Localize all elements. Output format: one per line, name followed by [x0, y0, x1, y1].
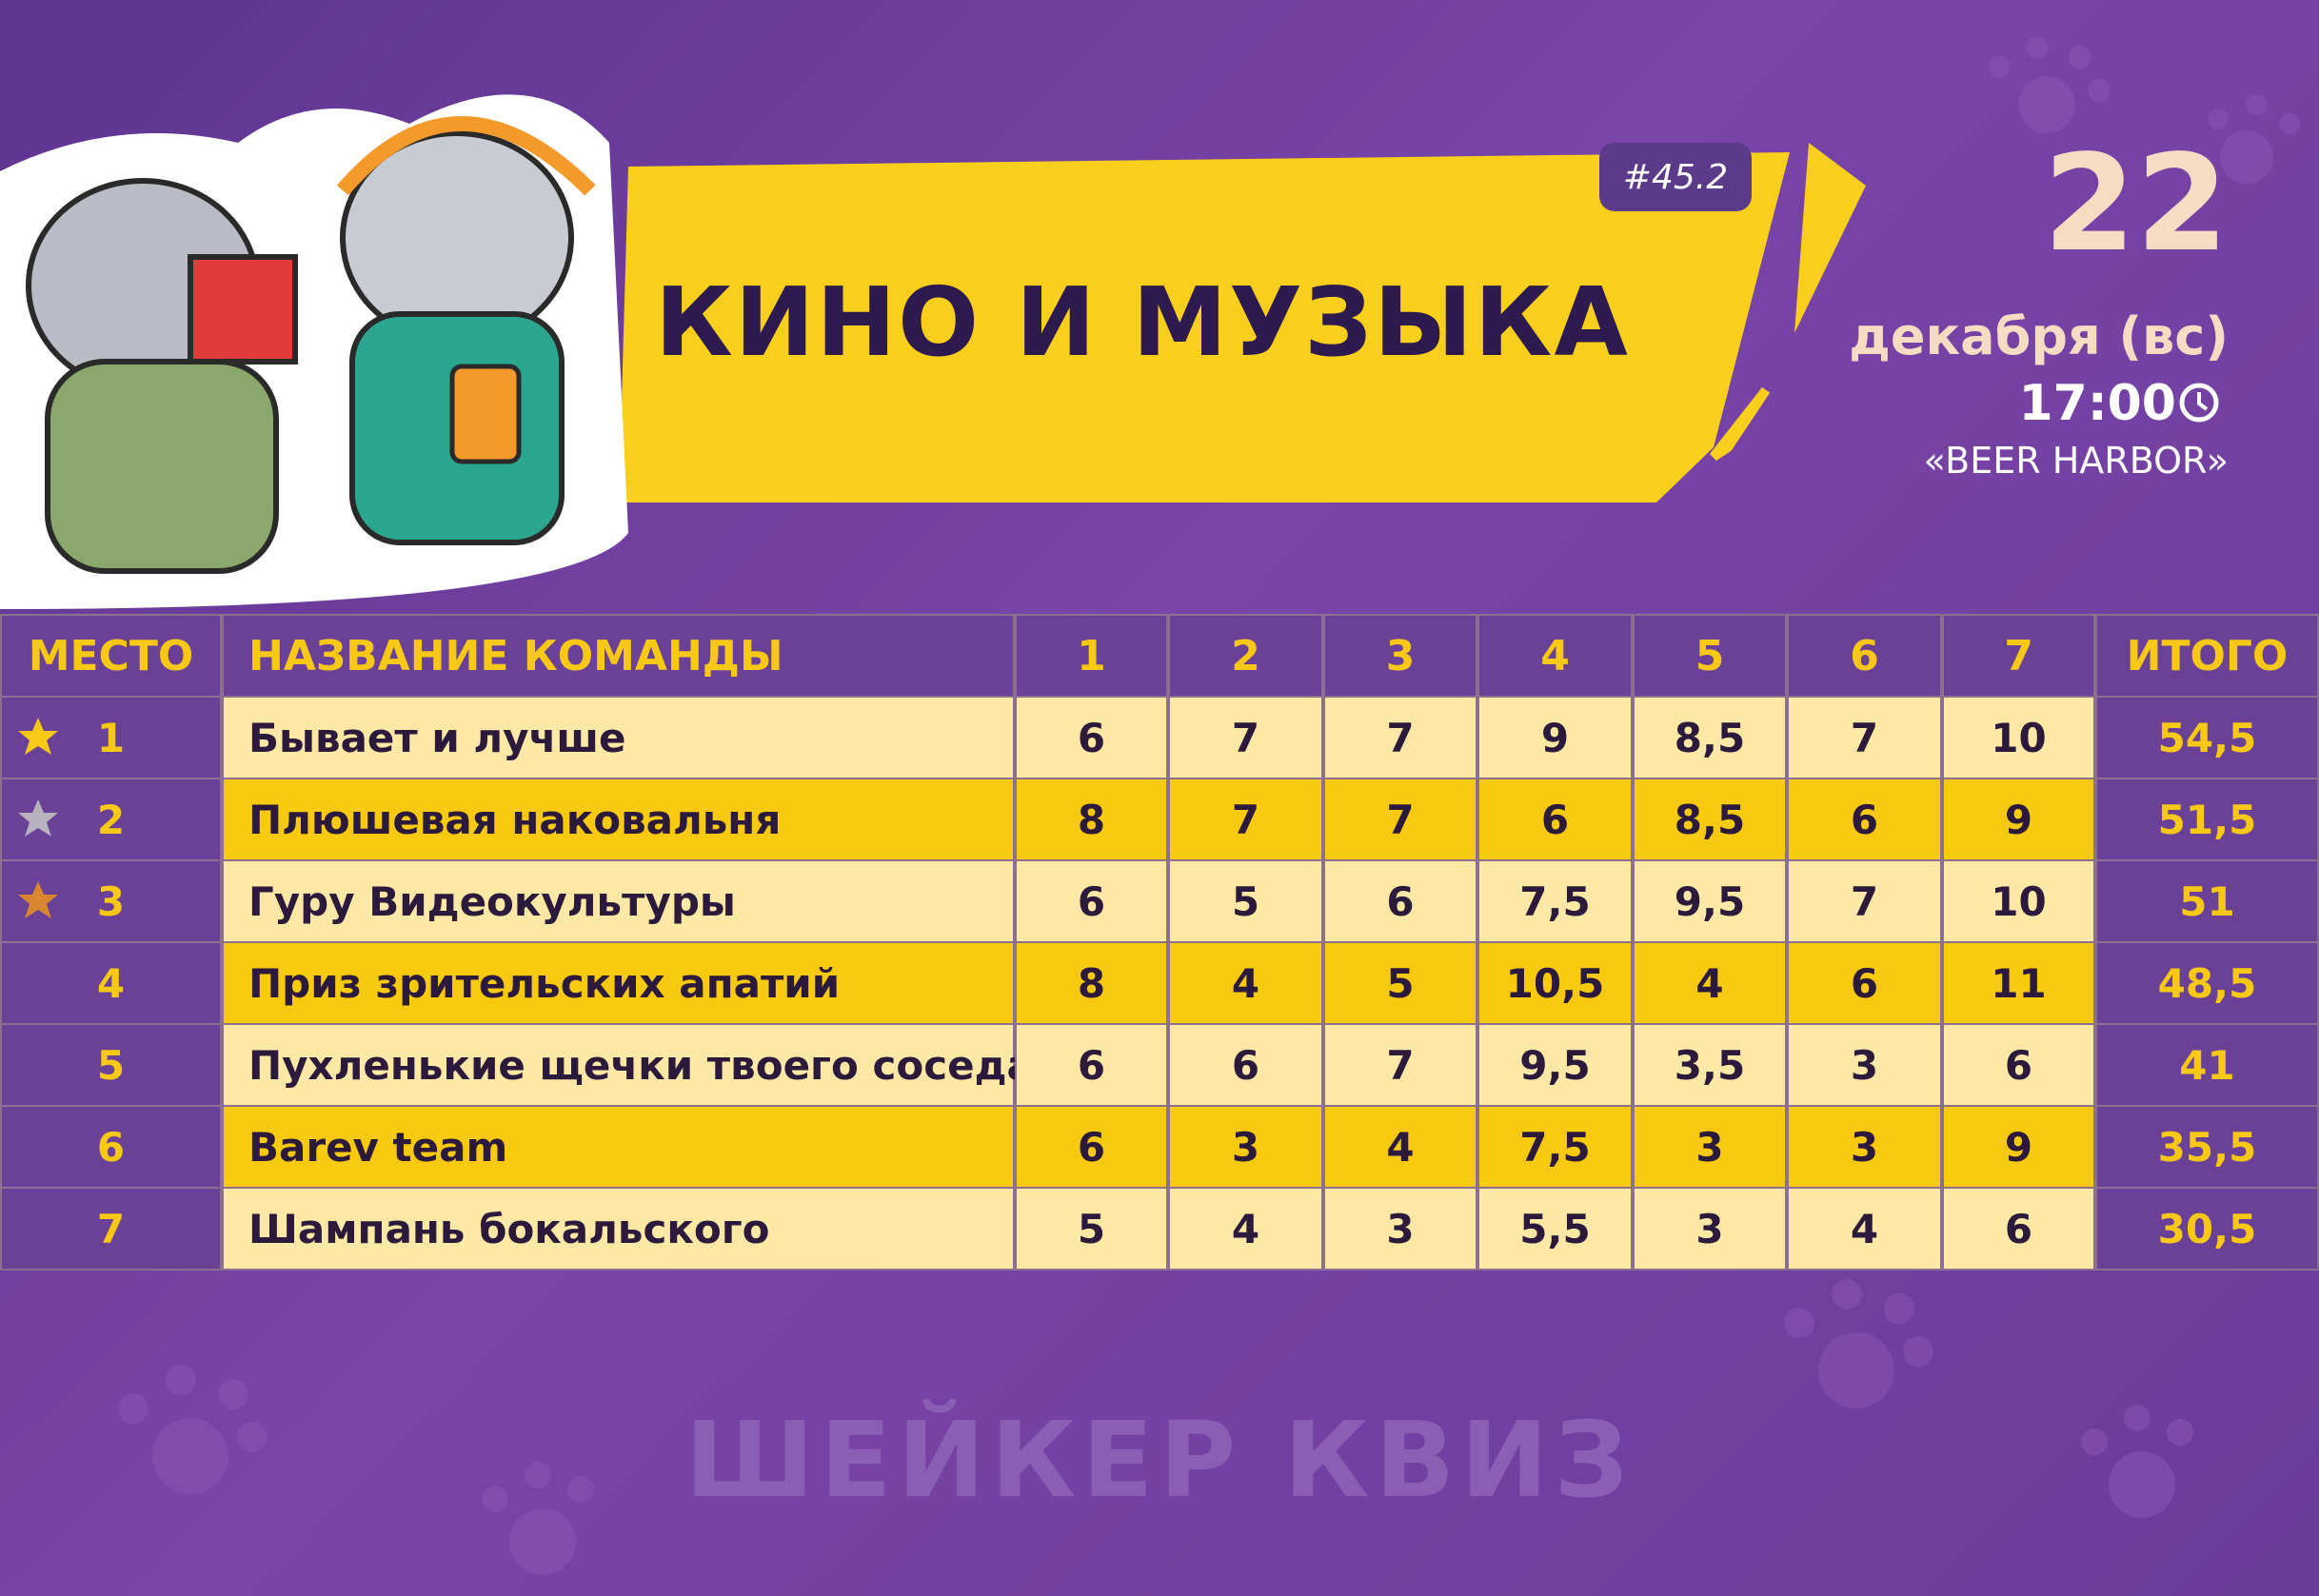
column-header: 1 — [1015, 614, 1168, 698]
round-score: 6 — [1015, 696, 1168, 779]
round-score: 6 — [1015, 859, 1168, 943]
round-score: 7 — [1323, 1023, 1477, 1107]
column-header: 6 — [1787, 614, 1942, 698]
badge-text: #45.2 — [1622, 157, 1729, 197]
venue: «BEER HARBOR» — [1923, 440, 2229, 482]
banner-accent — [1710, 386, 1771, 462]
results-table: МЕСТО НАЗВАНИЕ КОМАНДЫ 1 2 3 4 5 6 7 ИТОГО 1 Бывает… — [0, 614, 2319, 1271]
column-header: 4 — [1477, 614, 1633, 698]
team-name: Бывает и лучше — [222, 696, 1015, 779]
round-score: 9 — [1477, 696, 1633, 779]
round-score: 3 — [1787, 1105, 1942, 1189]
title: КИНО И МУЗЫКА — [655, 266, 1630, 378]
column-header: НАЗВАНИЕ КОМАНДЫ — [222, 614, 1015, 698]
place: 6 — [0, 1105, 222, 1189]
round-score: 3 — [1168, 1105, 1323, 1189]
total-score: 30,5 — [2095, 1187, 2319, 1271]
medal-star — [18, 881, 58, 918]
round-score: 7 — [1168, 696, 1323, 779]
column-header: ИТОГО — [2095, 614, 2319, 698]
date-rest: декабря (вс) — [1849, 306, 2229, 366]
paw-prints — [118, 36, 2300, 1575]
round-score: 8,5 — [1633, 696, 1787, 779]
round-score: 3 — [1323, 1187, 1477, 1271]
time: 17:00 — [2018, 375, 2176, 432]
round-score: 7 — [1323, 778, 1477, 861]
round-score: 9 — [1942, 1105, 2095, 1189]
badge — [1599, 143, 1752, 211]
round-score: 3,5 — [1633, 1023, 1787, 1107]
column-header: 2 — [1168, 614, 1323, 698]
medal-star — [18, 799, 58, 837]
round-score: 10,5 — [1477, 941, 1633, 1025]
round-score: 4 — [1323, 1105, 1477, 1189]
column-header: МЕСТО — [0, 614, 222, 698]
banner-accent — [1794, 143, 1866, 333]
round-score: 7 — [1168, 778, 1323, 861]
round-score: 5,5 — [1477, 1187, 1633, 1271]
round-score: 10 — [1942, 696, 2095, 779]
place: 4 — [0, 941, 222, 1025]
total-score: 51,5 — [2095, 778, 2319, 861]
round-score: 3 — [1633, 1105, 1787, 1189]
round-score: 3 — [1633, 1187, 1787, 1271]
round-score: 7 — [1787, 859, 1942, 943]
round-score: 7,5 — [1477, 1105, 1633, 1189]
team-name: Barev team — [222, 1105, 1015, 1189]
round-score: 6 — [1942, 1023, 2095, 1107]
round-score: 6 — [1477, 778, 1633, 861]
round-score: 9,5 — [1477, 1023, 1633, 1107]
round-score: 5 — [1015, 1187, 1168, 1271]
round-score: 8,5 — [1633, 778, 1787, 861]
column-header: 5 — [1633, 614, 1787, 698]
round-score: 7,5 — [1477, 859, 1633, 943]
clock-hand — [2197, 392, 2209, 411]
place: 5 — [0, 1023, 222, 1107]
round-score: 7 — [1323, 696, 1477, 779]
total-score: 48,5 — [2095, 941, 2319, 1025]
round-score: 10 — [1942, 859, 2095, 943]
total-score: 54,5 — [2095, 696, 2319, 779]
round-score: 6 — [1323, 859, 1477, 943]
round-score: 9,5 — [1633, 859, 1787, 943]
medal-star — [18, 718, 58, 755]
round-score: 6 — [1942, 1187, 2095, 1271]
team-name: Пухленькие щечки твоего соседа — [222, 1023, 1034, 1107]
column-header: 3 — [1323, 614, 1477, 698]
title-banner — [619, 152, 1790, 502]
footer-brand: ШЕЙКЕР КВИЗ — [684, 1399, 1635, 1521]
round-score: 3 — [1787, 1023, 1942, 1107]
total-score: 51 — [2095, 859, 2319, 943]
round-score: 5 — [1323, 941, 1477, 1025]
round-score: 4 — [1168, 941, 1323, 1025]
team-name: Шампань бокальского — [222, 1187, 1015, 1271]
total-score: 41 — [2095, 1023, 2319, 1107]
round-score: 4 — [1787, 1187, 1942, 1271]
round-score: 9 — [1942, 778, 2095, 861]
team-name: Плюшевая наковальня — [222, 778, 1015, 861]
round-score: 8 — [1015, 941, 1168, 1025]
round-score: 4 — [1168, 1187, 1323, 1271]
round-score: 6 — [1015, 1023, 1168, 1107]
round-score: 5 — [1168, 859, 1323, 943]
round-score: 11 — [1942, 941, 2095, 1025]
team-name: Приз зрительских апатий — [222, 941, 1015, 1025]
total-score: 35,5 — [2095, 1105, 2319, 1189]
round-score: 6 — [1168, 1023, 1323, 1107]
round-score: 8 — [1015, 778, 1168, 861]
place: 7 — [0, 1187, 222, 1271]
column-header: 7 — [1942, 614, 2095, 698]
round-score: 6 — [1787, 941, 1942, 1025]
cats-illustration — [0, 94, 628, 609]
round-score: 7 — [1787, 696, 1942, 779]
round-score: 4 — [1633, 941, 1787, 1025]
date-day: 22 — [2043, 127, 2229, 282]
clock-icon — [2179, 383, 2219, 423]
round-score: 6 — [1015, 1105, 1168, 1189]
team-name: Гуру Видеокультуры — [222, 859, 1015, 943]
round-score: 6 — [1787, 778, 1942, 861]
